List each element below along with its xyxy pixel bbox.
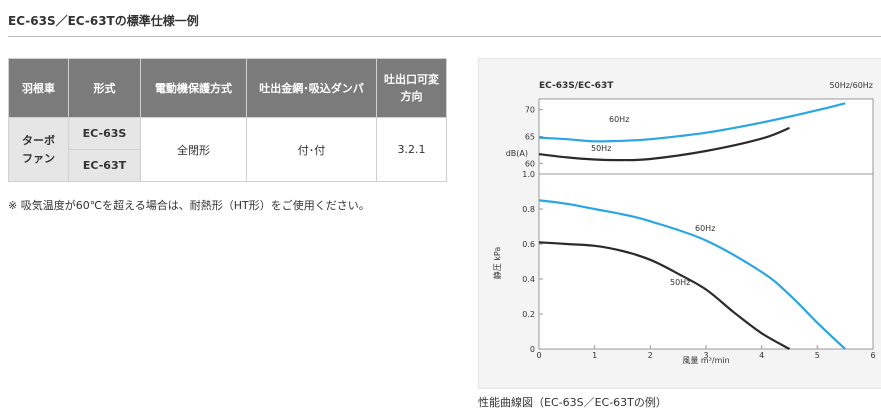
outlet-direction-cell: 3.2.1 (376, 117, 447, 182)
pressure-tick-label: 0 (530, 345, 535, 354)
header-impeller: 羽根車 (8, 58, 69, 118)
x-tick-label: 3 (703, 351, 708, 360)
chart-caption: 性能曲線図（EC-63S／EC-63Tの例） (478, 396, 667, 409)
noise-curve-60hz (538, 102, 846, 143)
x-tick-label: 0 (536, 351, 541, 360)
x-tick-label: 4 (759, 351, 764, 360)
chart-curves (538, 102, 846, 350)
noise-curve-50hz (538, 126, 790, 162)
noise-tick-label: 65 (525, 133, 535, 142)
header-motor-protection: 電動機保護方式 (140, 58, 247, 118)
performance-chart: EC-63S/EC-63T 50Hz/60Hz dB(A) 静圧 kPa 風量 … (492, 81, 876, 365)
x-axis-label: 風量 m³/min (682, 356, 729, 365)
pressure-tick-label: 0.4 (522, 275, 535, 284)
curve-label-noise-60hz: 60Hz (609, 115, 629, 124)
noise-axis-label: dB(A) (506, 149, 528, 158)
pressure-axis-label: 静圧 kPa (492, 247, 502, 280)
impeller-cell: ターボファン (8, 117, 69, 182)
table-row: EC-63T (9, 149, 447, 182)
spec-table: 羽根車 形式 電動機保護方式 吐出金網･吸込ダンパ 吐出口可変方向 ターボファン… (8, 58, 447, 182)
pressure-tick-label: 1.0 (522, 170, 535, 179)
chart-frequency-note: 50Hz/60Hz (830, 81, 873, 90)
model-cell-ec63s: EC-63S (68, 117, 141, 150)
footnote: ※ 吸気温度が60℃を超える場合は、耐熱形（HT形）をご使用ください。 (8, 199, 370, 212)
x-tick-label: 6 (870, 351, 875, 360)
model-cell-ec63t: EC-63T (68, 149, 141, 182)
x-tick-label: 2 (648, 351, 653, 360)
header-mesh-damper: 吐出金網･吸込ダンパ (246, 58, 377, 118)
curve-label-pressure-50hz: 50Hz (670, 278, 690, 287)
pressure-curve-50hz (538, 241, 791, 350)
pressure-tick-label: 0.6 (522, 240, 535, 249)
curve-label-noise-50hz: 50Hz (591, 144, 611, 153)
noise-tick-label: 60 (525, 159, 535, 168)
x-tick-label: 1 (592, 351, 597, 360)
pressure-curve-60hz (538, 199, 846, 350)
spec-table-header-row: 羽根車 形式 電動機保護方式 吐出金網･吸込ダンパ 吐出口可変方向 (8, 58, 447, 118)
axis-ticks: 0 1 2 3 4 5 6 70 65 60 1.0 0.8 0.6 0.4 0.2 0 (522, 106, 875, 360)
title-divider (8, 36, 881, 37)
page-title: EC-63S／EC-63Tの標準仕様一例 (8, 14, 199, 28)
table-row: ターボファン EC-63S 全閉形 付･付 3.2.1 (8, 117, 447, 182)
x-tick-label: 5 (815, 351, 820, 360)
mesh-damper-cell: 付･付 (246, 117, 377, 182)
header-model: 形式 (68, 58, 141, 118)
header-outlet-direction: 吐出口可変方向 (376, 58, 447, 118)
protection-cell: 全閉形 (140, 117, 247, 182)
curve-label-pressure-60hz: 60Hz (695, 224, 715, 233)
noise-tick-label: 70 (525, 106, 535, 115)
pressure-tick-label: 0.8 (522, 205, 535, 214)
chart-title: EC-63S/EC-63T (539, 81, 614, 91)
pressure-tick-label: 0.2 (522, 310, 535, 319)
